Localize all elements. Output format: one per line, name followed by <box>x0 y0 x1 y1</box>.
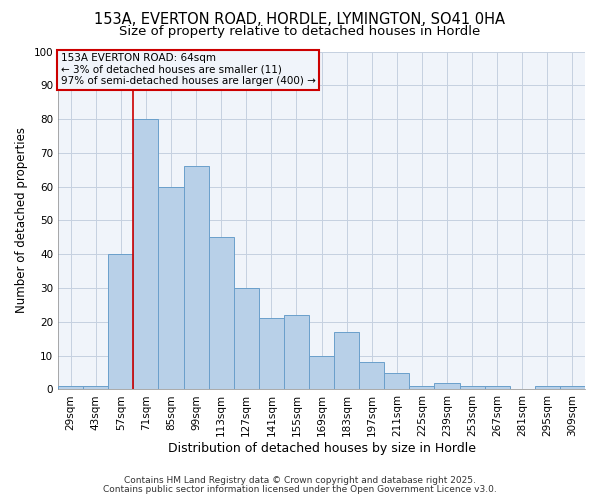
Bar <box>284 315 309 390</box>
Bar <box>434 382 460 390</box>
Bar <box>83 386 108 390</box>
Bar <box>485 386 510 390</box>
Text: 153A, EVERTON ROAD, HORDLE, LYMINGTON, SO41 0HA: 153A, EVERTON ROAD, HORDLE, LYMINGTON, S… <box>95 12 505 28</box>
Bar <box>158 186 184 390</box>
Bar <box>535 386 560 390</box>
Bar <box>384 372 409 390</box>
Bar <box>334 332 359 390</box>
Bar <box>58 386 83 390</box>
Y-axis label: Number of detached properties: Number of detached properties <box>15 128 28 314</box>
Bar <box>184 166 209 390</box>
Bar <box>309 356 334 390</box>
Bar <box>259 318 284 390</box>
Bar <box>233 288 259 390</box>
Bar <box>209 238 233 390</box>
X-axis label: Distribution of detached houses by size in Hordle: Distribution of detached houses by size … <box>167 442 476 455</box>
Text: 153A EVERTON ROAD: 64sqm
← 3% of detached houses are smaller (11)
97% of semi-de: 153A EVERTON ROAD: 64sqm ← 3% of detache… <box>61 53 316 86</box>
Bar <box>560 386 585 390</box>
Text: Contains HM Land Registry data © Crown copyright and database right 2025.: Contains HM Land Registry data © Crown c… <box>124 476 476 485</box>
Bar <box>359 362 384 390</box>
Text: Contains public sector information licensed under the Open Government Licence v3: Contains public sector information licen… <box>103 485 497 494</box>
Bar <box>133 119 158 390</box>
Bar <box>409 386 434 390</box>
Text: Size of property relative to detached houses in Hordle: Size of property relative to detached ho… <box>119 25 481 38</box>
Bar <box>108 254 133 390</box>
Bar <box>460 386 485 390</box>
